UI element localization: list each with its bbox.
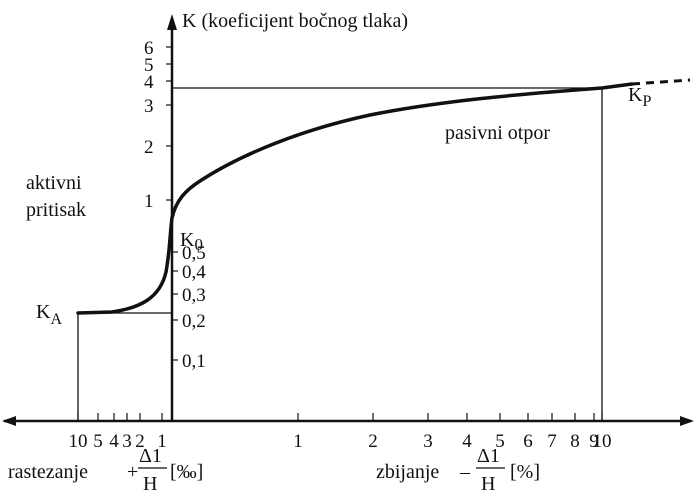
x-tick-label: 3 (423, 431, 433, 452)
y-tick-label: 0,4 (182, 262, 206, 283)
y-tick-label: 0,1 (182, 351, 206, 372)
x-label-right-sign: – (459, 461, 471, 483)
k-curve (76, 82, 634, 315)
y-axis-arrow (167, 14, 177, 30)
y-tick-label: 6 (144, 38, 154, 59)
y-tick-label: 5 (144, 55, 154, 76)
x-label-right-denominator: H (481, 473, 495, 495)
active-label-line1: aktivni (26, 172, 82, 194)
x-label-left-text: rastezanje (8, 461, 88, 483)
x-label-left-unit: [‰] (170, 461, 203, 483)
y-tick-label: 0,5 (182, 243, 206, 264)
y-tick-label: 2 (144, 137, 154, 158)
x-tick-label: 5 (93, 431, 103, 452)
x-tick-label: 7 (547, 431, 557, 452)
y-axis-title: K (koeficijent bočnog tlaka) (182, 10, 408, 32)
x-tick-label: 2 (135, 431, 145, 452)
x-ticks-left: 10 5 4 3 2 1 (69, 413, 167, 452)
y-ticks-lower: 0,50,40,3 0,2 0,1 (172, 243, 206, 372)
y-tick-label: 1 (144, 191, 154, 212)
y-tick-label: 0,2 (182, 311, 206, 332)
x-label-right-numerator: Δ1 (477, 445, 500, 467)
x-label-left-sign: + (127, 461, 138, 483)
x-tick-label: 6 (523, 431, 533, 452)
x-ticks-right: 1 2 3 4 5 6 7 8 910 (293, 413, 612, 452)
x-tick-label: 4 (109, 431, 119, 452)
x-tick-label: 5 (495, 431, 505, 452)
passive-label: pasivni otpor (445, 122, 550, 144)
x-label-left: rastezanje + Δ1 H [‰] (8, 445, 203, 495)
k-curve-dashed-extension (631, 78, 691, 86)
x-label-left-numerator: Δ1 (139, 445, 162, 467)
x-label-right: zbijanje – Δ1 H [%] (376, 445, 540, 495)
x-axis-right-arrow (680, 416, 694, 426)
y-ticks-upper: 1 2 3 456 (144, 38, 172, 212)
x-tick-label: 9 (589, 431, 599, 452)
x-label-right-unit: [%] (510, 461, 540, 483)
ka-label: KA (36, 301, 62, 328)
kp-label: KP (628, 84, 651, 110)
x-tick-label: 1 (157, 431, 167, 452)
y-tick-label: 3 (144, 96, 154, 117)
y-tick-label: 0,3 (182, 285, 206, 306)
x-tick-label: 10 (69, 431, 88, 452)
x-tick-label: 4 (462, 431, 472, 452)
x-tick-label: 10 (593, 431, 612, 452)
x-tick-label: 2 (368, 431, 378, 452)
x-tick-label: 8 (570, 431, 580, 452)
active-label-line2: pritisak (26, 199, 86, 221)
y-tick-label: 4 (144, 72, 154, 93)
k0-label: K0 (180, 229, 203, 254)
x-axis-left-arrow (2, 416, 16, 426)
x-tick-label: 3 (122, 431, 132, 452)
x-label-left-denominator: H (143, 473, 157, 495)
x-label-right-text: zbijanje (376, 461, 439, 483)
x-tick-label: 1 (293, 431, 303, 452)
